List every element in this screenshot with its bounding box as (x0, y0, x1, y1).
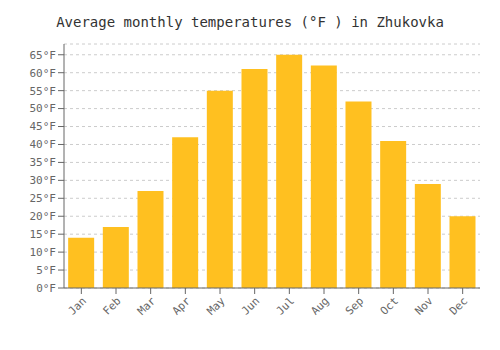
svg-text:Mar: Mar (135, 294, 159, 318)
svg-text:15°F: 15°F (30, 228, 57, 241)
svg-text:20°F: 20°F (30, 210, 57, 223)
svg-text:55°F: 55°F (30, 85, 57, 98)
svg-text:Jan: Jan (66, 294, 89, 317)
svg-text:May: May (204, 294, 228, 318)
svg-text:5°F: 5°F (36, 264, 56, 277)
svg-text:Nov: Nov (412, 294, 436, 318)
svg-text:60°F: 60°F (30, 67, 57, 80)
svg-text:Sep: Sep (343, 294, 366, 317)
svg-text:45°F: 45°F (30, 120, 57, 133)
svg-text:Jun: Jun (239, 294, 262, 317)
svg-text:50°F: 50°F (30, 102, 57, 115)
html-text:Average monthly temperatures (: Average monthly temperatures (°F ) in Zh… (56, 14, 444, 30)
svg-text:10°F: 10°F (30, 246, 57, 259)
svg-text:65°F: 65°F (30, 49, 57, 62)
svg-text:Oct: Oct (378, 294, 401, 317)
svg-text:35°F: 35°F (30, 156, 57, 169)
svg-text:Dec: Dec (447, 294, 470, 317)
svg-text:25°F: 25°F (30, 192, 57, 205)
svg-text:40°F: 40°F (30, 138, 57, 151)
svg-text:Apr: Apr (170, 294, 194, 318)
svg-text:Aug: Aug (308, 294, 331, 317)
svg-text:Feb: Feb (100, 294, 123, 317)
svg-text:30°F: 30°F (30, 174, 57, 187)
svg-text:0°F: 0°F (36, 282, 56, 295)
svg-text:Jul: Jul (274, 294, 297, 317)
